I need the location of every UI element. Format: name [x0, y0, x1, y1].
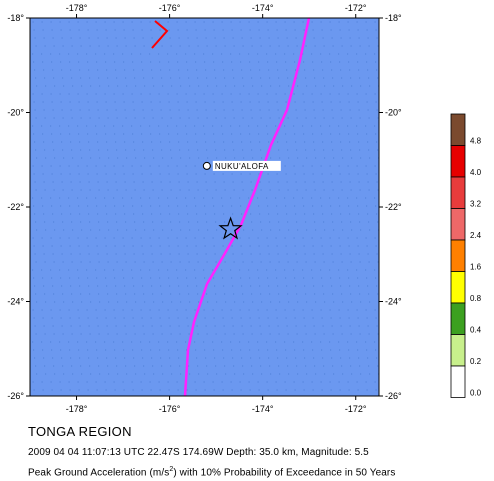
scale-label: 1.6 — [470, 263, 482, 272]
epicenter-star-icon — [218, 216, 243, 240]
pga-color-scale: 4.8 4.0 3.2 2.4 1.6 0.8 0.4 0.2 0.0 — [450, 113, 482, 398]
caption-prefix: Peak Ground Acceleration (m/s — [28, 467, 170, 479]
map-caption: Peak Ground Acceleration (m/s2) with 10%… — [28, 466, 395, 478]
city-label: NUKU'ALOFA — [215, 162, 269, 171]
city-dot — [202, 161, 211, 170]
scale-swatch — [450, 176, 466, 209]
scale-label: 2.4 — [470, 231, 482, 240]
lon-label-top: -174° — [252, 3, 274, 13]
lat-label-left: -24° — [7, 297, 24, 307]
scale-label: 0.4 — [470, 326, 482, 335]
lon-label-bottom: -176° — [159, 404, 181, 414]
scale-swatch — [450, 271, 466, 304]
ocean-speckle — [32, 21, 379, 391]
city-label-background — [212, 160, 281, 171]
scale-label: 0.2 — [470, 357, 482, 366]
lat-label-right: -26° — [385, 391, 402, 401]
fault-line — [151, 20, 169, 49]
scale-label: 3.2 — [470, 200, 482, 209]
lat-label-right: -24° — [385, 297, 402, 307]
lat-label-left: -26° — [7, 391, 24, 401]
plate-boundary-line — [183, 18, 311, 396]
city-marker: NUKU'ALOFA — [202, 160, 281, 171]
event-info: 2009 04 04 11:07:13 UTC 22.47S 174.69W D… — [28, 447, 369, 458]
map-axes: -178° -178° -176° -176° -174° -174° -172° -172°… — [7, 3, 402, 414]
lat-label-right: -22° — [385, 202, 402, 212]
ocean-texture — [32, 21, 379, 391]
lat-label-left: -20° — [7, 108, 24, 118]
region-title: TONGA REGION — [28, 424, 132, 439]
lat-label-left: -18° — [7, 13, 24, 23]
scale-label: 0.8 — [470, 294, 482, 303]
lat-label-left: -22° — [7, 202, 24, 212]
scale-swatch — [450, 365, 466, 398]
lon-label-bottom: -174° — [252, 404, 274, 414]
scale-swatch — [450, 113, 466, 146]
caption-suffix: ) with 10% Probability of Exceedance in … — [173, 467, 396, 479]
scale-label: 4.8 — [470, 137, 482, 146]
map-frame — [29, 17, 380, 397]
scale-swatch — [450, 239, 466, 272]
lon-label-top: -172° — [345, 3, 367, 13]
scale-label: 4.0 — [470, 168, 482, 177]
lon-label-bottom: -178° — [66, 404, 88, 414]
scale-swatch — [450, 302, 466, 335]
lat-label-right: -20° — [385, 108, 402, 118]
lon-label-top: -176° — [159, 3, 181, 13]
scale-swatch — [450, 334, 466, 367]
scale-label: 0.0 — [470, 389, 482, 398]
ocean-area — [30, 18, 379, 396]
scale-swatch — [450, 145, 466, 178]
lon-label-top: -178° — [66, 3, 88, 13]
tectonic-features — [151, 18, 311, 396]
caption-superscript: 2 — [169, 466, 174, 473]
lat-label-right: -18° — [385, 13, 402, 23]
lon-label-bottom: -172° — [345, 404, 367, 414]
scale-swatch — [450, 208, 466, 241]
